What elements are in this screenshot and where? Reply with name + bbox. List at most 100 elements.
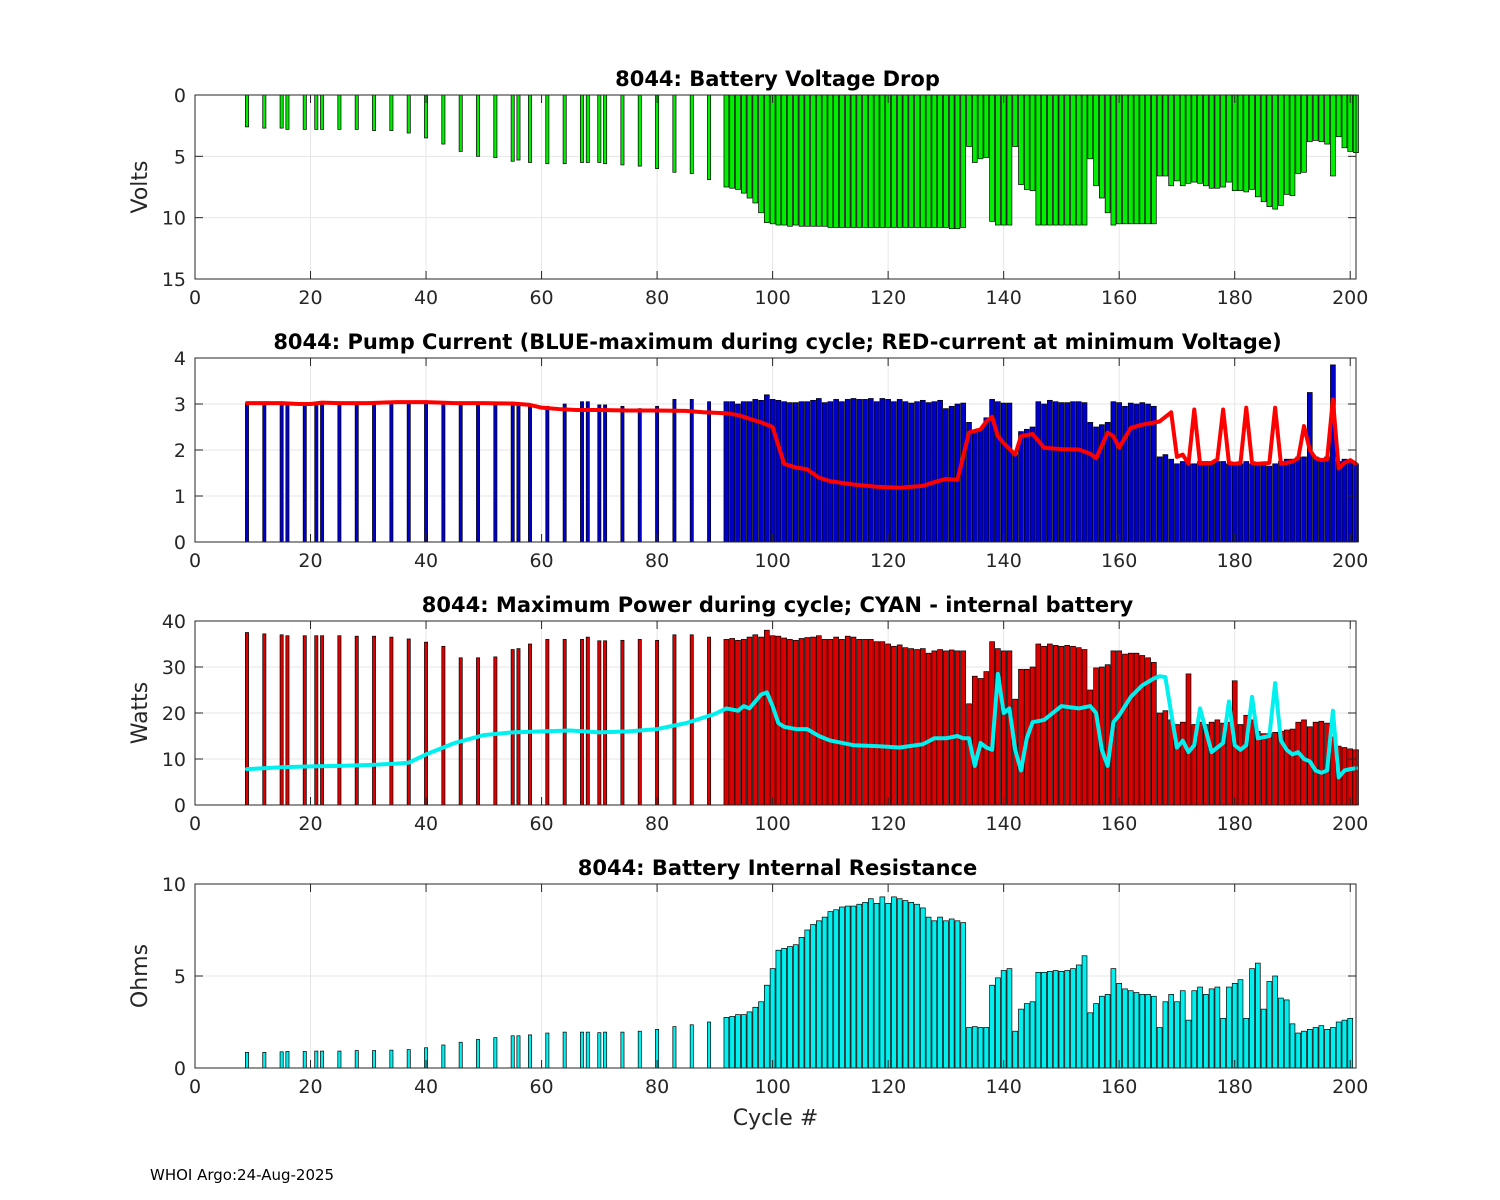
resistance-bar (1000, 970, 1007, 1069)
power-bar (707, 636, 712, 806)
current-xtick-label: 20 (298, 550, 322, 572)
resistance-xtick-label: 200 (1332, 1076, 1368, 1098)
resistance-bar (1151, 995, 1157, 1069)
resistance-bar (1306, 1029, 1313, 1069)
power-bar (603, 640, 608, 806)
voltage-bar (1093, 94, 1099, 187)
current-xtick-label: 60 (529, 550, 553, 572)
current-bar (1185, 463, 1192, 543)
power-bar (1139, 655, 1146, 806)
voltage-bar (873, 94, 880, 228)
voltage-bar (1162, 94, 1169, 177)
resistance-xtick-label: 0 (189, 1076, 201, 1098)
power-bar (1272, 731, 1278, 806)
resistance-bar (1116, 983, 1122, 1069)
current-bar (1220, 461, 1226, 543)
resistance-bar (1341, 1019, 1348, 1069)
current-bar (1122, 405, 1128, 543)
resistance-bar (1283, 999, 1290, 1069)
voltage-bar (1335, 94, 1342, 138)
power-xtick-label: 160 (1101, 813, 1137, 835)
current-bar (1278, 461, 1284, 543)
resistance-bar (1099, 995, 1105, 1069)
voltage-bar (1306, 94, 1313, 142)
power-bar (885, 643, 891, 806)
resistance-bar (1208, 988, 1215, 1069)
voltage-bar (723, 94, 730, 188)
resistance-bar (1127, 990, 1134, 1069)
voltage-bar (1133, 94, 1140, 225)
resistance-bar (977, 1027, 984, 1069)
resistance-bars (245, 896, 1354, 1069)
current-bar (655, 405, 660, 543)
power-bar (1133, 652, 1140, 806)
voltage-y-axis-label: Volts (128, 160, 153, 213)
voltage-bar (1012, 94, 1019, 147)
power-xtick-label: 180 (1217, 813, 1253, 835)
power-bar (850, 636, 857, 806)
resistance-bar (844, 905, 851, 1069)
resistance-bar (804, 929, 811, 1069)
current-xtick-label: 100 (754, 550, 790, 572)
voltage-bar (896, 94, 903, 228)
resistance-bar (1168, 994, 1174, 1069)
power-bar (891, 645, 897, 806)
voltage-ytick-label: 15 (162, 269, 186, 291)
current-bar (821, 402, 828, 543)
current-bar (493, 403, 498, 543)
voltage-bar (879, 94, 886, 228)
power-bar (1116, 650, 1122, 806)
current-bar (406, 402, 411, 543)
voltage-bar (937, 94, 943, 228)
voltage-bar (1035, 94, 1042, 226)
resistance-bar (1226, 986, 1232, 1069)
voltage-bar (1214, 94, 1221, 189)
voltage-bar (804, 94, 811, 227)
voltage-bar (792, 94, 799, 226)
voltage-bar (1243, 94, 1250, 193)
current-bar (1070, 401, 1076, 543)
power-bar (844, 635, 851, 806)
voltage-bar (1070, 94, 1076, 226)
voltage-bar (1289, 94, 1296, 196)
voltage-bar (372, 94, 377, 131)
resistance-bar (1041, 971, 1047, 1069)
current-bar (948, 405, 955, 543)
power-bar (1226, 721, 1232, 806)
power-ytick-label: 30 (162, 657, 186, 679)
power-bar (1162, 710, 1169, 806)
resistance-bar (862, 902, 868, 1069)
resistance-bar (1145, 994, 1151, 1069)
current-bar (372, 401, 377, 543)
power-bar (769, 635, 776, 806)
voltage-bar (389, 94, 394, 131)
voltage-bar (1156, 94, 1163, 177)
power-bar (827, 639, 834, 806)
voltage-bar (983, 94, 990, 158)
voltage-bar (827, 94, 834, 228)
max-power-panel: 0 20 40 60 80 100 120 140 160 180 200 0 10 20 30 40 8044… (128, 593, 1368, 835)
current-xtick-label: 180 (1217, 550, 1253, 572)
voltage-bar (1197, 94, 1203, 184)
power-bar (1064, 645, 1070, 806)
voltage-bar (931, 94, 938, 228)
voltage-drop-panel: 0 20 40 60 80 100 120 140 160 180 200 0 5 10 15 8044: B… (128, 67, 1368, 309)
power-bar (337, 635, 342, 806)
voltage-bar (1104, 94, 1111, 214)
voltage-bar (735, 94, 741, 190)
power-bar (914, 649, 920, 806)
resistance-bar (1018, 1008, 1024, 1069)
resistance-bar (1237, 979, 1244, 1069)
voltage-bar (816, 94, 822, 227)
power-bar (758, 636, 764, 806)
power-bar (510, 649, 515, 806)
voltage-bar (1318, 94, 1325, 142)
current-bar (787, 402, 793, 543)
voltage-bar (862, 94, 868, 228)
voltage-bar (1041, 94, 1047, 226)
current-bar (1318, 458, 1325, 543)
voltage-bar (954, 94, 961, 230)
power-bar (821, 639, 828, 806)
voltage-bar (620, 94, 625, 166)
current-bar (1035, 401, 1042, 543)
